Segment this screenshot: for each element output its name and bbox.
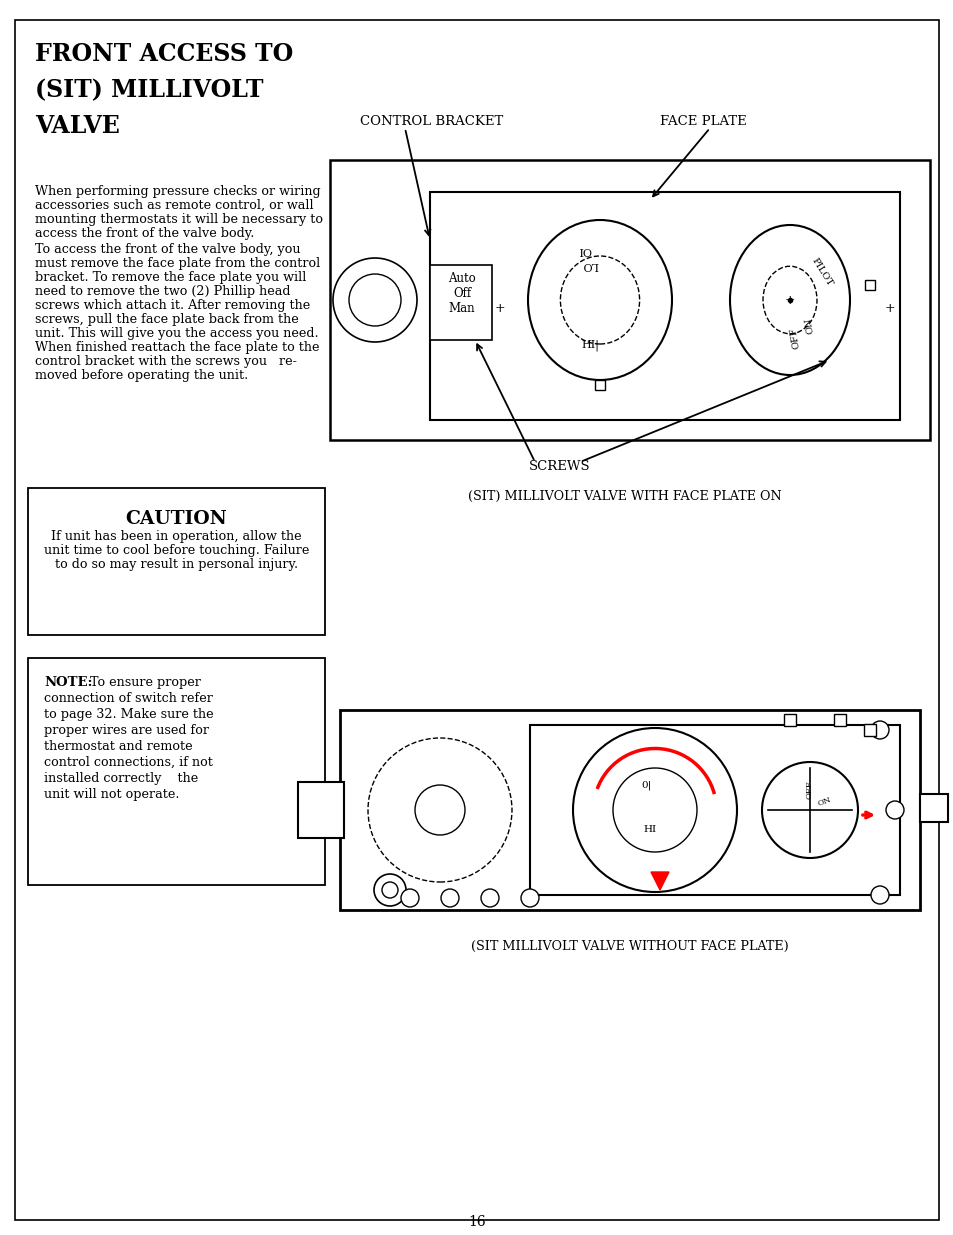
Circle shape [440,889,458,906]
Text: +: + [883,301,894,315]
Ellipse shape [527,220,671,380]
Ellipse shape [762,267,816,333]
FancyBboxPatch shape [530,725,899,895]
Text: SCREWS: SCREWS [529,459,590,473]
FancyBboxPatch shape [28,658,325,885]
Text: access the front of the valve body.: access the front of the valve body. [35,227,254,240]
Circle shape [761,762,857,858]
Text: proper wires are used for: proper wires are used for [44,724,209,737]
Text: (SIT) MILLIVOLT: (SIT) MILLIVOLT [35,78,263,103]
Text: screws, pull the face plate back from the: screws, pull the face plate back from th… [35,312,298,326]
Circle shape [374,874,406,906]
FancyBboxPatch shape [430,191,899,420]
Polygon shape [650,872,668,890]
Text: ON: ON [803,316,815,333]
Text: ON: ON [816,795,832,808]
Text: must remove the face plate from the control: must remove the face plate from the cont… [35,257,320,270]
Text: need to remove the two (2) Phillip head: need to remove the two (2) Phillip head [35,285,291,298]
Text: When performing pressure checks or wiring: When performing pressure checks or wirin… [35,185,320,198]
Text: thermostat and remote: thermostat and remote [44,740,193,753]
Text: moved before operating the unit.: moved before operating the unit. [35,369,248,382]
Text: When finished reattach the face plate to the: When finished reattach the face plate to… [35,341,319,354]
FancyBboxPatch shape [864,280,874,290]
FancyBboxPatch shape [863,724,875,736]
Text: OFF: OFF [788,326,801,350]
Text: FACE PLATE: FACE PLATE [659,115,746,128]
Text: To ensure proper: To ensure proper [82,676,201,689]
FancyBboxPatch shape [430,266,492,340]
Text: To access the front of the valve body, you: To access the front of the valve body, y… [35,243,300,256]
Text: Man: Man [448,303,475,315]
FancyBboxPatch shape [783,714,795,726]
Text: Auto: Auto [448,272,476,285]
Text: bracket. To remove the face plate you will: bracket. To remove the face plate you wi… [35,270,306,284]
Text: Off: Off [453,287,471,300]
Text: connection of switch refer: connection of switch refer [44,692,213,705]
Text: LO: LO [581,261,598,270]
Text: unit. This will give you the access you need.: unit. This will give you the access you … [35,327,318,340]
Text: to do so may result in personal injury.: to do so may result in personal injury. [55,558,297,571]
Text: FRONT ACCESS TO: FRONT ACCESS TO [35,42,293,65]
FancyBboxPatch shape [833,714,845,726]
Text: to page 32. Make sure the: to page 32. Make sure the [44,708,213,721]
Text: (SIT MILLIVOLT VALVE WITHOUT FACE PLATE): (SIT MILLIVOLT VALVE WITHOUT FACE PLATE) [471,940,788,953]
Ellipse shape [729,225,849,375]
Circle shape [885,802,903,819]
Text: mounting thermostats it will be necessary to: mounting thermostats it will be necessar… [35,212,323,226]
Text: control connections, if not: control connections, if not [44,756,213,769]
Text: 16: 16 [468,1215,485,1229]
Text: 0|: 0| [641,781,652,789]
Circle shape [573,727,737,892]
Text: screws which attach it. After removing the: screws which attach it. After removing t… [35,299,310,312]
Text: NOTE:: NOTE: [44,676,92,689]
Text: (SIT) MILLIVOLT VALVE WITH FACE PLATE ON: (SIT) MILLIVOLT VALVE WITH FACE PLATE ON [468,490,781,503]
Ellipse shape [559,256,639,345]
Text: If unit has been in operation, allow the: If unit has been in operation, allow the [51,530,301,543]
Text: OFF: OFF [805,781,813,799]
Text: unit will not operate.: unit will not operate. [44,788,179,802]
FancyBboxPatch shape [595,380,604,390]
Circle shape [368,739,512,882]
Circle shape [613,768,697,852]
Text: +: + [784,294,795,306]
FancyBboxPatch shape [330,161,929,440]
Text: accessories such as remote control, or wall: accessories such as remote control, or w… [35,199,314,212]
Text: VALVE: VALVE [35,114,120,138]
Circle shape [870,885,888,904]
Text: PILOT: PILOT [809,256,833,288]
Text: +: + [495,301,505,315]
Circle shape [381,882,397,898]
FancyBboxPatch shape [28,488,325,635]
Text: CONTROL BRACKET: CONTROL BRACKET [359,115,503,128]
Circle shape [480,889,498,906]
Circle shape [870,721,888,739]
FancyBboxPatch shape [15,20,938,1220]
Circle shape [520,889,538,906]
Text: HI|: HI| [580,340,598,351]
FancyBboxPatch shape [919,794,947,823]
Circle shape [415,785,464,835]
Circle shape [349,274,400,326]
FancyBboxPatch shape [297,782,344,839]
Circle shape [400,889,418,906]
Text: HI: HI [642,825,656,835]
Text: CAUTION: CAUTION [126,510,227,529]
FancyBboxPatch shape [339,710,919,910]
Text: installed correctly    the: installed correctly the [44,772,198,785]
Text: control bracket with the screws you   re-: control bracket with the screws you re- [35,354,296,368]
Text: OI: OI [578,245,591,254]
Text: unit time to cool before touching. Failure: unit time to cool before touching. Failu… [44,543,309,557]
Circle shape [333,258,416,342]
